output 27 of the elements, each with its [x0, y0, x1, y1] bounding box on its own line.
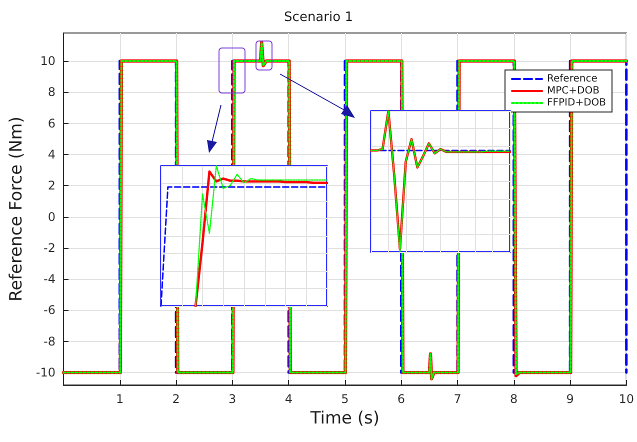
y-tick-label: -2	[44, 240, 56, 255]
x-tick-label: 6	[397, 392, 406, 406]
legend-label: MPC+DOB	[547, 86, 600, 96]
y-tick-label: 6	[48, 116, 56, 130]
x-tick-label: 3	[228, 392, 236, 406]
chart-title: Scenario 1	[284, 10, 353, 25]
legend-label: FFPID+DOB	[547, 98, 606, 108]
x-tick-label: 7	[454, 392, 462, 406]
legend-label: Reference	[547, 74, 598, 84]
y-tick-label: -4	[44, 272, 56, 286]
y-tick-label: -10	[36, 366, 56, 380]
x-tick-label: 10	[618, 392, 634, 406]
x-tick-label: 4	[284, 392, 292, 406]
y-axis-title: Reference Force (Nm)	[6, 116, 26, 302]
x-tick-label: 2	[172, 392, 180, 406]
x-tick-label: 1	[116, 392, 124, 406]
x-tick-label: 8	[510, 392, 518, 406]
y-tick-label: 4	[48, 147, 56, 162]
y-tick-label: 2	[48, 178, 56, 193]
y-tick-label: -6	[44, 303, 56, 318]
x-tick-label: 5	[341, 392, 349, 406]
y-tick-label: 8	[48, 85, 56, 100]
y-tick-label: -8	[44, 334, 56, 348]
x-axis-title: Time (s)	[309, 408, 380, 428]
y-tick-label: 10	[40, 54, 56, 68]
x-tick-label: 9	[566, 392, 574, 406]
y-tick-label: 0	[48, 210, 56, 224]
